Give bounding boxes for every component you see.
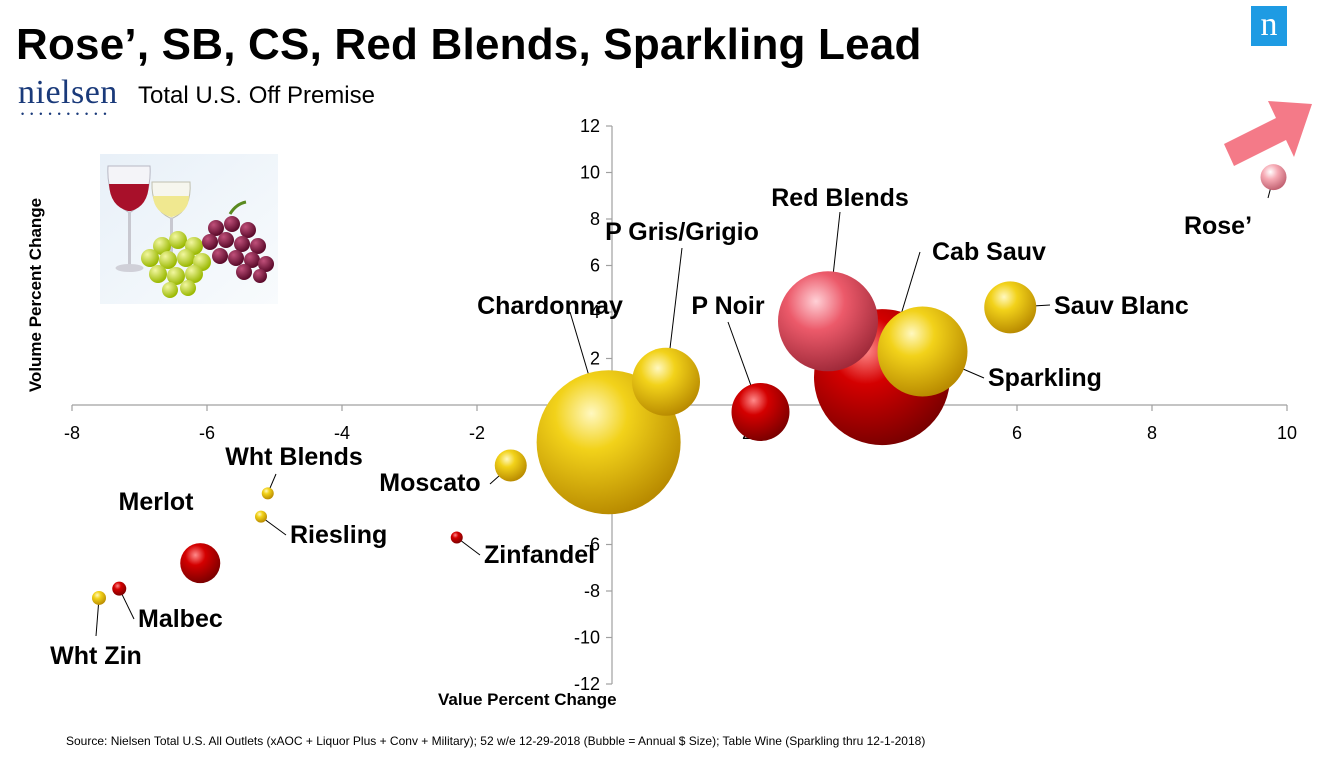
y-tick-label: -6 [584,535,600,555]
bubble-p-gris-grigio [632,347,700,416]
bubble-sauv-blanc [984,281,1037,334]
bubble-wht-zin [92,590,106,605]
y-tick-label: -10 [574,628,600,648]
x-tick-label: -4 [334,423,350,443]
y-tick-label: -8 [584,581,600,601]
y-tick-label: 4 [590,302,600,322]
bubble-zinfandel [450,531,463,544]
y-tick-label: 2 [590,349,600,369]
source-footnote: Source: Nielsen Total U.S. All Outlets (… [66,734,926,748]
bubble-rose- [1260,164,1287,191]
bubble-label: Rose’ [1184,212,1252,240]
y-tick-label: 8 [590,209,600,229]
bubble-merlot [180,543,221,584]
bubbles-layer [92,164,1287,605]
bubble-label: P Gris/Grigio [605,218,759,246]
bubble-label: Sauv Blanc [1054,292,1189,320]
bubble-riesling [255,510,267,523]
bubble-label: Chardonnay [477,292,623,320]
bubble-label: Wht Blends [225,443,363,471]
bubble-wht-blends [261,487,274,500]
x-tick-label: 8 [1147,423,1157,443]
bubble-label: Merlot [119,488,195,516]
y-tick-label: 10 [580,163,600,183]
bubble-label: Sparkling [988,364,1102,392]
brand-badge-icon: n [1251,6,1287,46]
x-tick-label: 6 [1012,423,1022,443]
logo-dots: •••••••••• [21,109,113,119]
arrow-up-right-icon [1224,101,1312,166]
x-axis-label: Value Percent Change [438,690,617,709]
x-tick-label: -8 [64,423,80,443]
y-tick-label: 12 [580,116,600,136]
bubble-p-noir [731,382,790,441]
x-tick-label: -2 [469,423,485,443]
x-tick-label: 10 [1277,423,1297,443]
y-tick-label: -12 [574,674,600,694]
bubble-sparkling [877,306,968,397]
bubble-label: Zinfandel [484,541,595,569]
bubble-labels-layer: Chardonnay Cab Sauv Red Blends Sparkling P G… [50,184,1252,670]
bubble-label: Red Blends [771,184,909,212]
y-tick-label: 6 [590,256,600,276]
bubble-label: Riesling [290,521,387,549]
y-axis-label: Volume Percent Change [26,197,45,393]
bubble-moscato [494,449,527,482]
bubble-malbec [112,581,127,596]
bubble-label: Moscato [379,469,480,497]
bubble-label: Wht Zin [50,642,142,670]
logo-wordmark: nielsen [18,74,118,111]
bubble-red-blends [778,271,878,372]
wine-glasses-grapes-image [100,154,278,304]
x-tick-label: -6 [199,423,215,443]
bubble-label: Cab Sauv [932,238,1046,266]
page-subtitle: Total U.S. Off Premise [138,82,375,109]
bubble-label: P Noir [691,292,764,320]
bubble-label: Malbec [138,605,223,633]
page-title: Rose’, SB, CS, Red Blends, Sparkling Lea… [16,20,922,69]
